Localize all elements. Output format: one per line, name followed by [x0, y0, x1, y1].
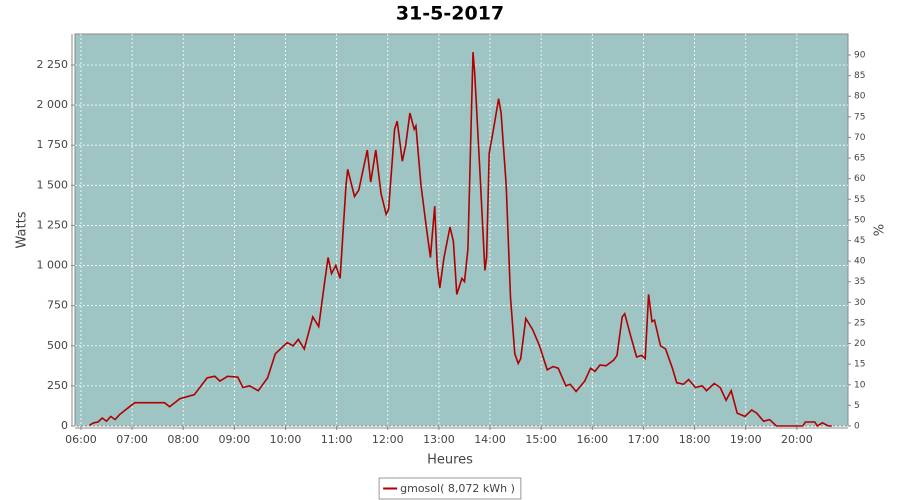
y2-tick-label: 30 — [854, 298, 866, 308]
y2-tick-label: 55 — [854, 195, 865, 205]
x-tick-label: 09:00 — [219, 433, 251, 446]
y2-axis-title: % — [873, 224, 888, 236]
data-line — [89, 52, 832, 428]
y2-tick-label: 60 — [854, 174, 866, 184]
y2-tick-label: 0 — [854, 422, 860, 432]
x-tick-label: 11:00 — [321, 433, 353, 446]
y2-tick-label: 45 — [854, 236, 865, 246]
y-tick-label: 250 — [47, 379, 68, 392]
y-tick-label: 1 500 — [37, 178, 69, 191]
chart-title: 31-5-2017 — [396, 3, 504, 25]
x-tick-label: 18:00 — [679, 433, 711, 446]
y-tick-label: 750 — [47, 299, 68, 312]
y2-tick-label: 10 — [854, 380, 866, 390]
x-tick-label: 08:00 — [167, 433, 199, 446]
plot-area — [74, 33, 849, 427]
y2-tick-label: 20 — [854, 339, 866, 349]
legend-box — [378, 477, 522, 500]
y2-tick-label: 90 — [854, 51, 866, 61]
y2-tick-label: 75 — [854, 112, 865, 122]
y2-tick-label: 65 — [854, 154, 865, 164]
y-tick-label: 1 250 — [37, 218, 69, 231]
x-tick-label: 10:00 — [270, 433, 302, 446]
y-tick-label: 1 000 — [37, 259, 69, 272]
y-axis-title: Watts — [15, 211, 30, 248]
x-tick-label: 07:00 — [116, 433, 148, 446]
y2-tick-label: 35 — [854, 277, 865, 287]
x-tick-label: 14:00 — [474, 433, 506, 446]
y-tick-label: 1 750 — [37, 138, 69, 151]
x-axis-title: Heures — [427, 453, 473, 468]
legend: gmosol( 8,072 kWh ) — [378, 477, 522, 500]
y2-tick-label: 25 — [854, 318, 865, 328]
x-tick-label: 20:00 — [781, 433, 813, 446]
x-tick-label: 15:00 — [525, 433, 557, 446]
legend-label: gmosol( 8,072 kWh ) — [400, 482, 515, 495]
x-tick-label: 06:00 — [65, 433, 97, 446]
y-tick-label: 0 — [61, 419, 68, 432]
y2-tick-label: 80 — [854, 92, 866, 102]
y-tick-label: 500 — [47, 339, 68, 352]
x-tick-label: 17:00 — [628, 433, 660, 446]
x-tick-label: 19:00 — [730, 433, 762, 446]
x-tick-label: 13:00 — [423, 433, 455, 446]
y-tick-label: 2 000 — [37, 98, 69, 111]
y2-tick-label: 50 — [854, 215, 866, 225]
y2-tick-label: 85 — [854, 71, 865, 81]
y2-tick-label: 5 — [854, 401, 860, 411]
x-tick-label: 12:00 — [372, 433, 404, 446]
y2-tick-label: 15 — [854, 360, 865, 370]
y2-tick-label: 40 — [854, 257, 866, 267]
x-tick-label: 16:00 — [576, 433, 608, 446]
y2-tick-label: 70 — [854, 133, 866, 143]
y-tick-label: 2 250 — [37, 58, 69, 71]
